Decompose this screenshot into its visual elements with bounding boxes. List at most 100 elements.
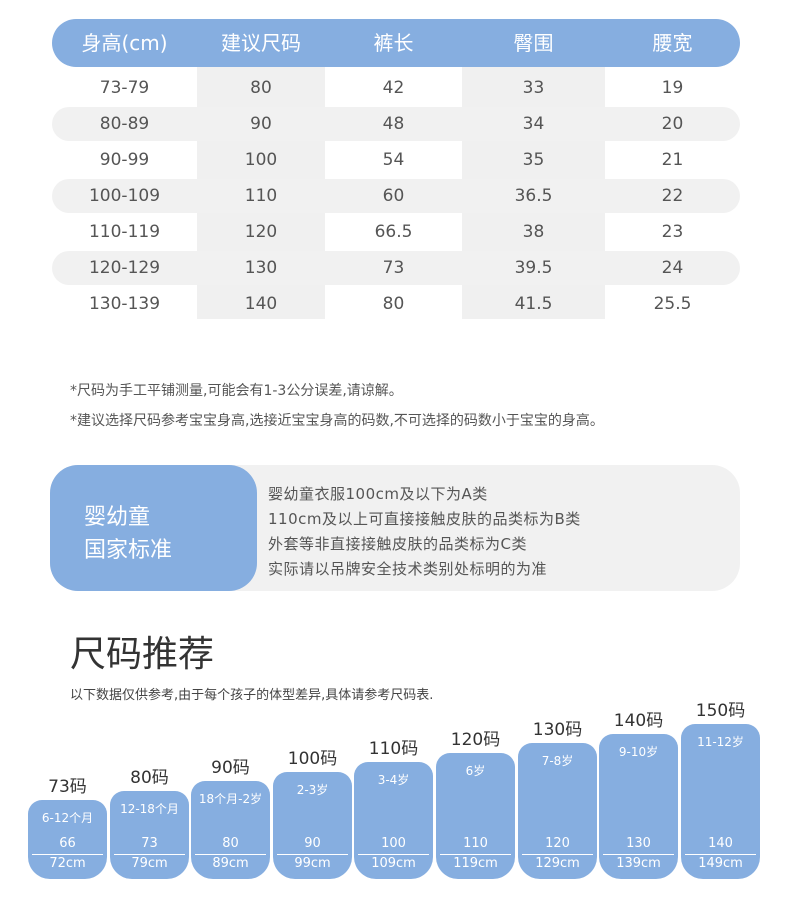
size-number-label: 66 — [59, 836, 76, 851]
size-divider — [522, 854, 593, 855]
size-height-label: 99cm — [294, 856, 331, 871]
cell-height: 120-129 — [88, 258, 161, 278]
size-divider — [195, 854, 266, 855]
size-age-label: 3-4岁 — [377, 773, 410, 787]
standard-badge: 婴幼童 国家标准 — [50, 465, 257, 591]
size-number-label: 90 — [304, 836, 321, 851]
size-bar: 12-18个月 73 79cm — [110, 791, 189, 879]
cell-height: 130-139 — [88, 294, 161, 314]
cell-hip: 33 — [522, 78, 545, 98]
table-row: 90-99 100 54 35 21 — [52, 143, 740, 177]
cell-length: 42 — [382, 78, 405, 98]
cell-length: 73 — [382, 258, 405, 278]
note-measurement: *尺码为手工平铺测量,可能会有1-3公分误差,请谅解。 — [70, 383, 403, 399]
size-code-label: 73码 — [48, 777, 87, 797]
size-age-label: 6-12个月 — [41, 811, 94, 825]
size-bar: 3-4岁 100 109cm — [354, 762, 433, 879]
standard-line: 110cm及以上可直接接触皮肤的品类标为B类 — [268, 510, 581, 528]
standard-panel: 婴幼童 国家标准 婴幼童衣服100cm及以下为A类 110cm及以上可直接接触皮… — [50, 465, 740, 591]
size-code-label: 80码 — [130, 768, 169, 788]
cell-size: 110 — [244, 186, 278, 206]
cell-hip: 38 — [522, 222, 545, 242]
size-height-label: 79cm — [131, 856, 168, 871]
size-number-label: 140 — [708, 836, 733, 851]
recommend-title: 尺码推荐 — [70, 634, 215, 675]
size-height-label: 109cm — [371, 856, 416, 871]
cell-size: 100 — [244, 150, 278, 170]
cell-length: 48 — [382, 114, 405, 134]
cell-size: 120 — [244, 222, 278, 242]
size-height-label: 72cm — [49, 856, 86, 871]
standard-title-line: 婴幼童 — [84, 505, 151, 530]
size-divider — [358, 854, 429, 855]
standard-line: 外套等非直接接触皮肤的品类标为C类 — [268, 535, 527, 553]
size-code-label: 130码 — [532, 720, 583, 740]
header-hip: 臀围 — [513, 31, 554, 55]
cell-size: 140 — [244, 294, 278, 314]
size-code-label: 120码 — [450, 730, 501, 750]
cell-height: 110-119 — [88, 222, 161, 242]
cell-waist: 24 — [661, 258, 684, 278]
size-bar: 2-3岁 90 99cm — [273, 772, 352, 879]
size-bar: 11-12岁 140 149cm — [681, 724, 760, 879]
size-code-label: 100码 — [287, 749, 338, 769]
size-number-label: 73 — [141, 836, 158, 851]
cell-length: 54 — [382, 150, 405, 170]
size-divider — [440, 854, 511, 855]
cell-hip: 39.5 — [514, 258, 553, 278]
header-height: 身高(cm) — [81, 31, 168, 55]
cell-waist: 20 — [661, 114, 684, 134]
size-height-label: 139cm — [616, 856, 661, 871]
size-number-label: 130 — [626, 836, 651, 851]
cell-waist: 23 — [661, 222, 684, 242]
cell-length: 60 — [382, 186, 405, 206]
standard-line: 婴幼童衣服100cm及以下为A类 — [268, 485, 488, 503]
cell-size: 90 — [250, 114, 272, 134]
size-code-label: 110码 — [368, 739, 419, 759]
table-row: 80-89 90 48 34 20 — [52, 107, 740, 141]
note-selection: *建议选择尺码参考宝宝身高,选接近宝宝身高的码数,不可选择的码数小于宝宝的身高。 — [70, 413, 604, 429]
size-number-label: 120 — [545, 836, 570, 851]
cell-waist: 22 — [661, 186, 684, 206]
cell-hip: 35 — [522, 150, 545, 170]
size-age-label: 12-18个月 — [120, 802, 179, 816]
size-code-label: 90码 — [211, 758, 250, 778]
size-height-label: 89cm — [212, 856, 249, 871]
size-divider — [685, 854, 756, 855]
recommend-subtitle: 以下数据仅供参考,由于每个孩子的体型差异,具体请参考尺码表. — [70, 688, 434, 703]
size-bar: 9-10岁 130 139cm — [599, 734, 678, 879]
cell-hip: 36.5 — [514, 186, 553, 206]
size-bar: 18个月-2岁 80 89cm — [191, 781, 270, 879]
cell-length: 80 — [382, 294, 405, 314]
cell-height: 100-109 — [88, 186, 161, 206]
size-number-label: 80 — [222, 836, 239, 851]
cell-waist: 19 — [661, 78, 684, 98]
size-number-label: 100 — [381, 836, 406, 851]
standard-line: 实际请以吊牌安全技术类别处标明的为准 — [268, 560, 548, 578]
size-height-label: 119cm — [453, 856, 498, 871]
size-bar: 6-12个月 66 72cm — [28, 800, 107, 879]
table-row: 130-139 140 80 41.5 25.5 — [52, 287, 740, 321]
size-height-label: 149cm — [698, 856, 743, 871]
cell-size: 130 — [244, 258, 278, 278]
table-row: 110-119 120 66.5 38 23 — [52, 215, 740, 249]
size-age-label: 18个月-2岁 — [198, 792, 263, 806]
table-header: 身高(cm) 建议尺码 裤长 臀围 腰宽 — [52, 19, 740, 67]
size-number-label: 110 — [463, 836, 488, 851]
size-divider — [603, 854, 674, 855]
cell-length: 66.5 — [374, 222, 413, 242]
standard-title-line: 国家标准 — [84, 538, 173, 563]
size-age-label: 11-12岁 — [697, 735, 744, 749]
table-row: 73-79 80 42 33 19 — [52, 71, 740, 105]
size-bar: 7-8岁 120 129cm — [518, 743, 597, 879]
size-divider — [114, 854, 185, 855]
size-code-label: 150码 — [695, 701, 746, 721]
cell-hip: 34 — [522, 114, 545, 134]
table-row: 100-109 110 60 36.5 22 — [52, 179, 740, 213]
header-size: 建议尺码 — [221, 31, 301, 55]
header-waist: 腰宽 — [652, 31, 693, 55]
cell-waist: 21 — [661, 150, 684, 170]
cell-hip: 41.5 — [514, 294, 553, 314]
cell-height: 90-99 — [99, 150, 150, 170]
table-row: 120-129 130 73 39.5 24 — [52, 251, 740, 285]
